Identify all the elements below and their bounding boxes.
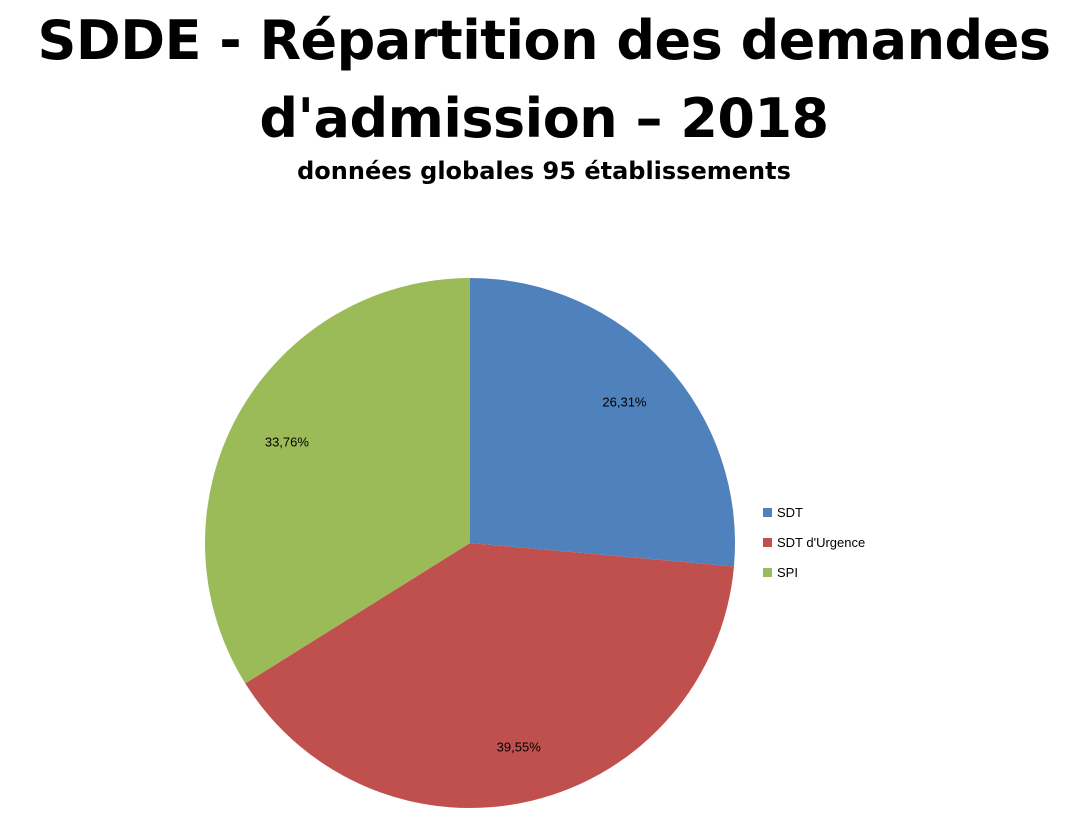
legend-swatch-spi xyxy=(763,568,772,577)
slice-label-spi: 33,76% xyxy=(265,435,310,450)
pie-slice-sdt xyxy=(470,278,736,567)
slice-label-sdt-d-urgence: 39,55% xyxy=(497,740,542,755)
legend-label-sdt-d-urgence: SDT d'Urgence xyxy=(777,535,865,550)
chart-subtitle: données globales 95 établissements xyxy=(297,157,791,185)
legend-swatch-sdt xyxy=(763,508,772,517)
legend-swatch-sdt-d-urgence xyxy=(763,538,772,547)
pie-slice-sdt-d-urgence xyxy=(245,543,734,808)
chart-legend: SDT SDT d'Urgence SPI xyxy=(763,505,865,580)
pie-slices xyxy=(204,278,736,808)
legend-label-sdt: SDT xyxy=(777,505,803,520)
legend-label-spi: SPI xyxy=(777,565,798,580)
pie-slice-labels: 26,31% 39,55% 33,76% xyxy=(265,395,647,755)
pie-slice-spi xyxy=(204,278,470,684)
slice-label-sdt: 26,31% xyxy=(602,395,647,410)
chart-title: SDDE - Répartition des demandes d'admiss… xyxy=(37,9,1051,150)
